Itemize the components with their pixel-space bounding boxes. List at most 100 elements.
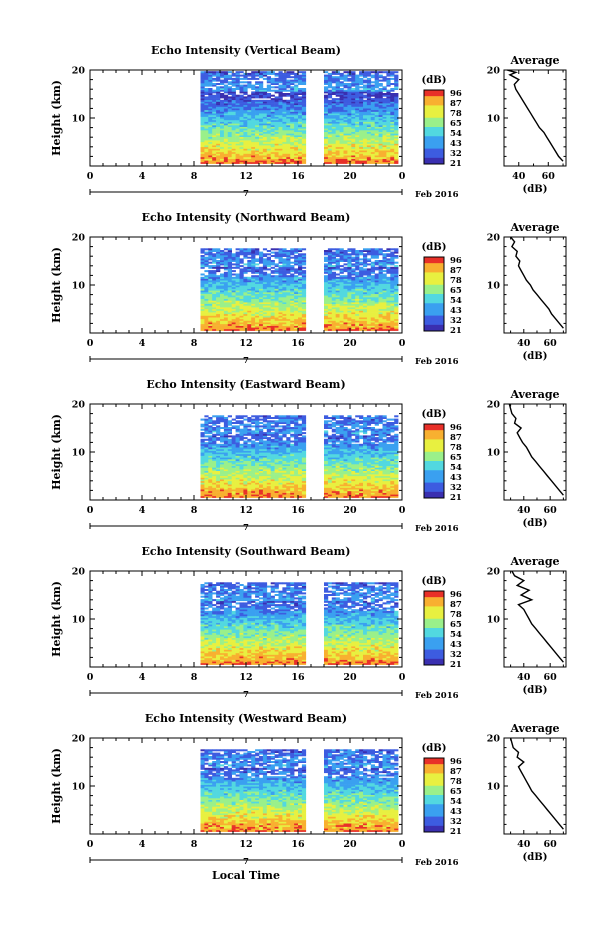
heatmap-cell (279, 86, 283, 88)
heatmap-cell (355, 120, 359, 122)
heatmap-cell (204, 435, 208, 437)
heatmap-cell (286, 159, 290, 161)
colorbar-segment (424, 155, 444, 158)
heatmap-cell (294, 85, 298, 87)
heatmap-cell (367, 78, 371, 80)
heatmap-cell (375, 145, 379, 147)
heatmap-cell (355, 272, 359, 274)
heatmap-cell (247, 86, 251, 88)
heatmap-cell (271, 90, 275, 92)
heatmap-cell (267, 96, 271, 98)
heatmap-cell (201, 123, 205, 125)
colorbar-segment (424, 279, 444, 282)
heatmap-cell (204, 140, 208, 142)
heatmap-cell (247, 96, 251, 98)
heatmap-cell (298, 100, 302, 102)
heatmap-cell (386, 91, 390, 93)
heatmap-cell (383, 123, 387, 125)
heatmap-cell (371, 81, 375, 83)
heatmap-cell (359, 91, 363, 93)
heatmap-cell (340, 120, 344, 122)
heatmap-cell (267, 76, 271, 78)
heatmap-cell (324, 95, 328, 97)
colorbar-segment (424, 136, 444, 139)
heatmap-cell (263, 120, 267, 122)
heatmap-cell (375, 120, 379, 122)
heatmap-cell (298, 88, 302, 90)
heatmap-cell (212, 159, 216, 161)
heatmap-cell (204, 159, 208, 161)
heatmap-cell (324, 159, 328, 161)
heatmap-cell (375, 73, 379, 75)
heatmap-cell (351, 257, 355, 259)
colorbar-segment (424, 300, 444, 303)
colorbar-segment (424, 105, 444, 108)
heatmap-cell (367, 73, 371, 75)
heatmap-cell (298, 105, 302, 107)
heatmap-cell (371, 100, 375, 102)
heatmap-cell (355, 145, 359, 147)
x-tick-label: 8 (191, 171, 198, 182)
heatmap-cell (359, 145, 363, 147)
heatmap-cell (359, 123, 363, 125)
heatmap-cell (212, 415, 216, 417)
heatmap-cell (332, 248, 336, 250)
heatmap-cell (228, 78, 232, 80)
heatmap-cell (216, 260, 220, 262)
heatmap-cell (243, 248, 247, 250)
heatmap-cell (263, 88, 267, 90)
heatmap-cell (220, 159, 224, 161)
heatmap-cell (375, 86, 379, 88)
heatmap-cell (324, 78, 328, 80)
avg-x-tick-label: 60 (542, 171, 556, 182)
heatmap-cell (390, 248, 394, 250)
heatmap-cell (371, 145, 375, 147)
heatmap-cell (371, 85, 375, 87)
heatmap-cell (298, 277, 302, 279)
heatmap-cell (240, 71, 244, 73)
heatmap-cell (383, 145, 387, 147)
heatmap-cell (367, 258, 371, 260)
date-label: Feb 2016 (415, 190, 459, 200)
heatmap-cell (232, 145, 236, 147)
heatmap-cell (375, 105, 379, 107)
heatmap-cell (386, 73, 390, 75)
heatmap-cell (324, 96, 328, 98)
colorbar-segment (424, 325, 444, 328)
heatmap-cell (236, 248, 240, 250)
date-day-label: 7 (243, 356, 249, 366)
heatmap-cell (383, 120, 387, 122)
heatmap-cell (212, 91, 216, 93)
heatmap-cell (208, 91, 212, 93)
colorbar-segment (424, 130, 444, 133)
heatmap-cell (371, 123, 375, 125)
x-tick-label: 0 (399, 171, 406, 182)
heatmap-cell (251, 78, 255, 80)
heatmap-cell (220, 93, 224, 95)
heatmap-cell (279, 78, 283, 80)
colorbar-segment (424, 102, 444, 105)
heatmap-cell (271, 267, 275, 269)
heatmap-cell (394, 123, 398, 125)
heatmap-cell (294, 115, 298, 117)
heatmap-cell (336, 78, 340, 80)
heatmap-cell (259, 71, 263, 73)
colorbar-label: 43 (450, 139, 462, 149)
heatmap-cell (351, 96, 355, 98)
heatmap-cell (282, 123, 286, 125)
heatmap-cell (240, 145, 244, 147)
heatmap-cell (267, 86, 271, 88)
heatmap-cell (290, 257, 294, 259)
heatmap-cell (379, 120, 383, 122)
average-xlabel: (dB) (523, 184, 548, 195)
colorbar-segment (424, 306, 444, 309)
heatmap-cell (351, 159, 355, 161)
heatmap-cell (220, 73, 224, 75)
heatmap-cell (208, 248, 212, 250)
heatmap-cell (247, 145, 251, 147)
heatmap-cell (286, 105, 290, 107)
heatmap-cell (263, 140, 267, 142)
